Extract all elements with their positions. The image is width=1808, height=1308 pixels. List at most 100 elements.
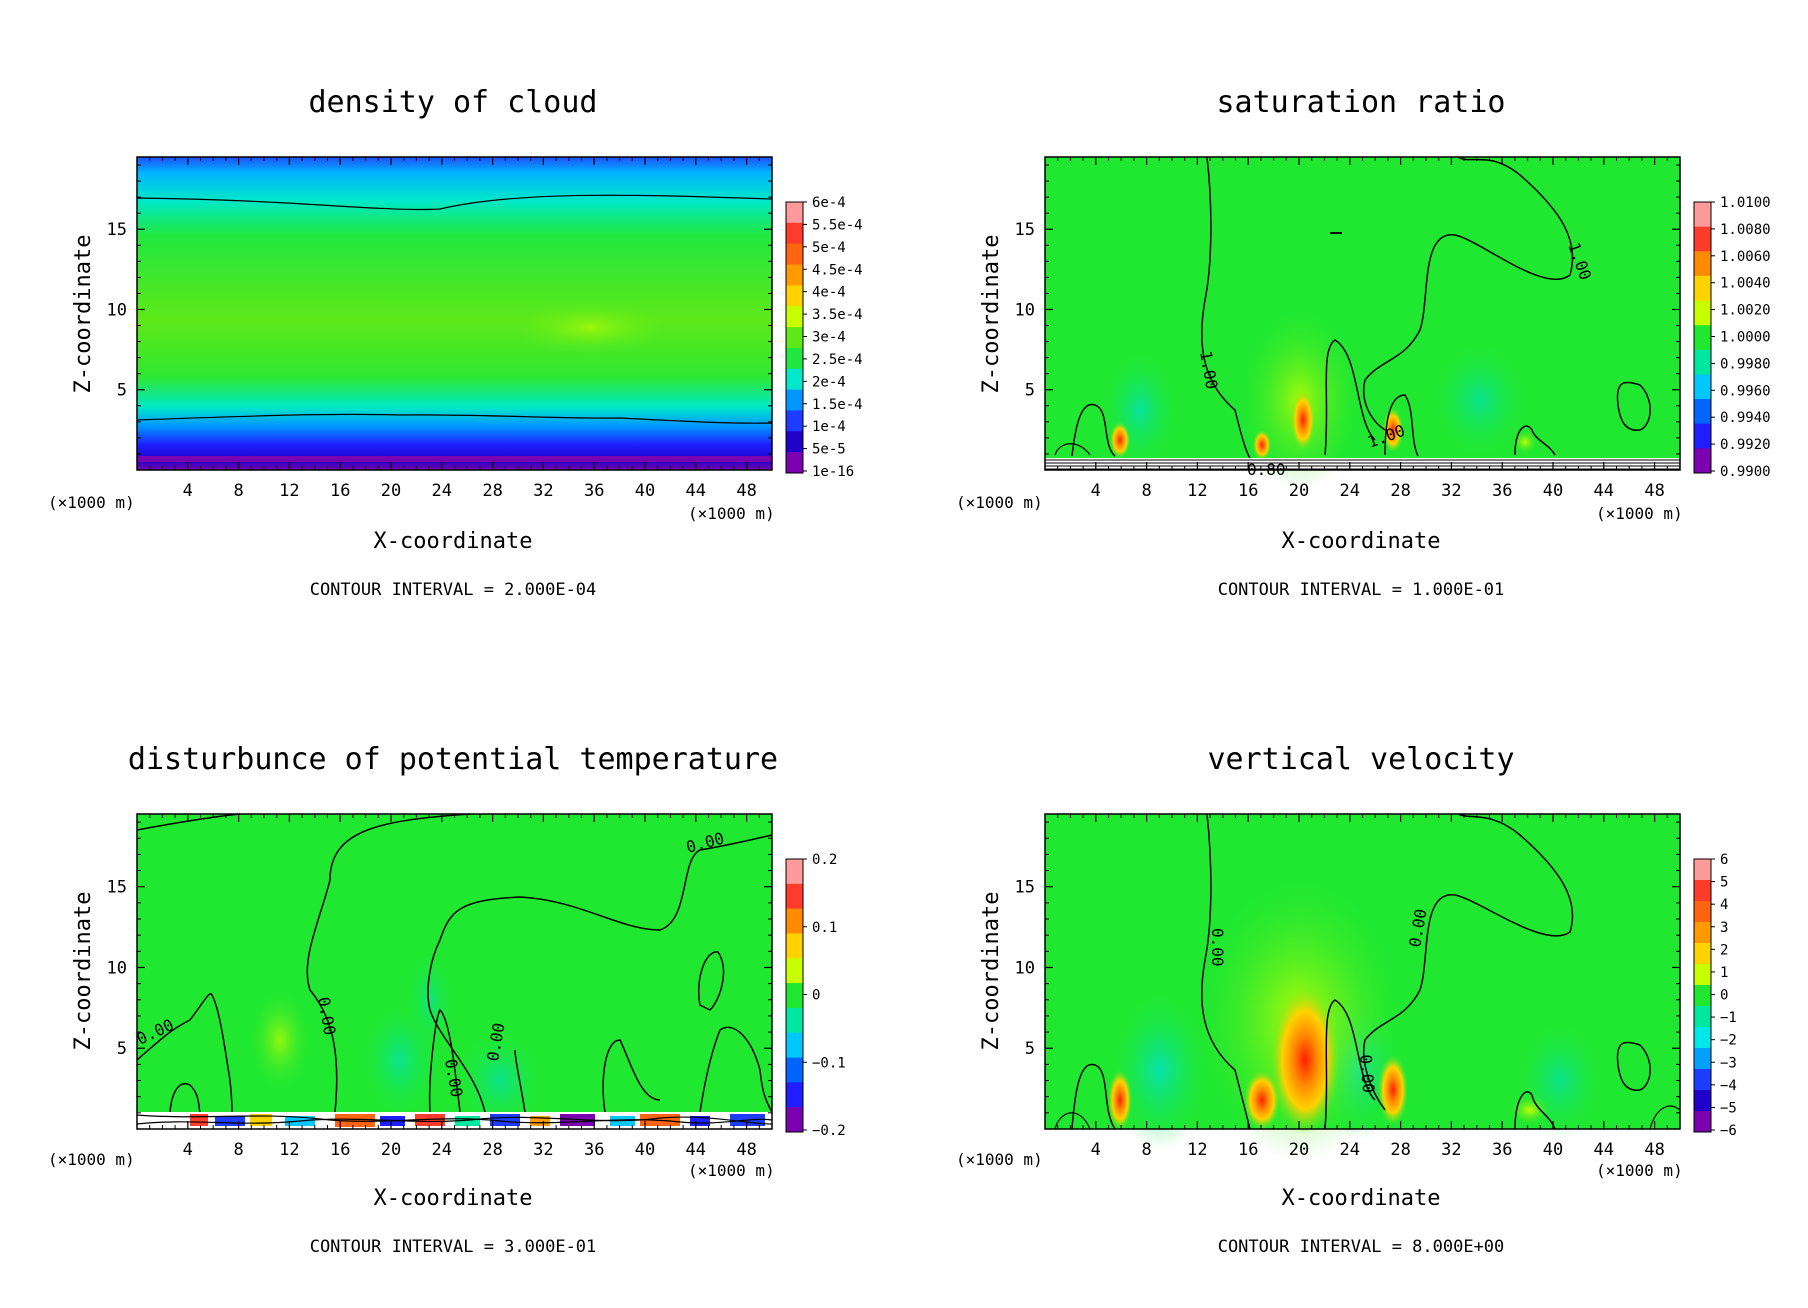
x-tick-label: 48 — [736, 481, 756, 501]
x-axis-label: X-coordinate — [1282, 1186, 1441, 1211]
x-tick-label: 36 — [584, 1140, 604, 1160]
x-axis-label: X-coordinate — [374, 529, 533, 554]
field-feature — [1270, 985, 1340, 1135]
contour-line — [1054, 443, 1091, 456]
y-ticks: 5 10 15 — [107, 821, 772, 1114]
x-tick-label: 32 — [1441, 481, 1461, 501]
colorbar-label: 3e-4 — [812, 330, 846, 346]
colorbar-label: 1.5e-4 — [812, 397, 863, 413]
chart-title: density of cloud — [309, 85, 598, 120]
colorbar-swatch — [1694, 202, 1711, 228]
contour-line — [514, 1049, 526, 1113]
x-unit-left: (×1000 m) — [956, 1150, 1043, 1169]
colorbar-swatch — [1694, 448, 1711, 474]
contour-interval: CONTOUR INTERVAL = 2.000E-04 — [310, 580, 597, 600]
field-feature — [455, 1030, 545, 1130]
colorbar: 0.2 0.1 0 −0.1 −0.2 — [785, 852, 846, 1139]
colorbar-label: 0.9980 — [1720, 356, 1771, 372]
colorbar-label: −4 — [1720, 1078, 1737, 1094]
colorbar-swatch — [786, 306, 803, 328]
contour-line — [1201, 813, 1251, 1130]
colorbar-label: 0.9940 — [1720, 410, 1771, 426]
contour-line — [428, 1008, 461, 1113]
y-tick-label: 15 — [107, 878, 127, 898]
x-tick-label: 24 — [1340, 1140, 1360, 1160]
colorbar-label: 1.0060 — [1720, 249, 1771, 265]
colorbar-label: 4 — [1720, 897, 1728, 913]
contour-line — [1045, 459, 1680, 470]
colorbar-swatch — [786, 389, 803, 411]
x-tick-label: 20 — [1289, 481, 1309, 501]
contour-line — [1384, 394, 1419, 457]
x-tick-label: 40 — [635, 1140, 655, 1160]
contour-line — [136, 413, 773, 424]
colorbar-swatch — [1694, 964, 1711, 986]
colorbar-label: 4e-4 — [812, 285, 846, 301]
colorbar-label: 1.0020 — [1720, 303, 1771, 319]
contour-line — [306, 813, 471, 1113]
colorbar-label: −0.2 — [812, 1123, 846, 1139]
x-tick-label: 44 — [1594, 1140, 1614, 1160]
x-tick-label: 4 — [183, 1140, 193, 1160]
colorbar-swatch — [786, 243, 803, 266]
colorbar-swatch — [786, 983, 803, 1009]
colorbar-swatch — [1694, 943, 1711, 965]
contour-interval: CONTOUR INTERVAL = 3.000E-01 — [310, 1237, 597, 1257]
x-unit-left: (×1000 m) — [48, 1150, 135, 1169]
x-unit-left: (×1000 m) — [48, 493, 135, 512]
colorbar-swatch — [1694, 374, 1711, 400]
field-feature — [1045, 458, 1680, 470]
x-tick-label: 40 — [635, 481, 655, 501]
x-ticks: 4 8 12 16 20 24 28 32 36 40 44 48 — [149, 157, 760, 501]
colorbar-swatch — [786, 1082, 803, 1108]
colorbar-swatch — [786, 222, 803, 245]
field-feature — [1244, 1070, 1280, 1130]
y-tick-label: 5 — [1025, 381, 1035, 401]
colorbar-label: −3 — [1720, 1055, 1737, 1071]
colorbar-frame — [785, 201, 804, 474]
colorbar-label: 2e-4 — [812, 374, 846, 390]
colorbar-label: 1e-4 — [812, 419, 846, 435]
chart-title: saturation ratio — [1217, 85, 1506, 120]
colorbar-label: 6 — [1720, 852, 1728, 868]
colorbar-swatch — [1694, 399, 1711, 425]
contour-line — [1324, 339, 1376, 456]
contour-line — [1324, 999, 1376, 1130]
colorbar-swatch — [1694, 1111, 1711, 1133]
contour-line — [1616, 1041, 1651, 1091]
x-tick-label: 16 — [1238, 481, 1258, 501]
field-feature — [250, 990, 310, 1090]
field-feature — [1378, 1055, 1408, 1125]
x-tick-label: 32 — [533, 1140, 553, 1160]
field-feature — [1253, 430, 1271, 460]
contour-line — [136, 813, 241, 831]
contour-line — [169, 1083, 201, 1113]
colorbar-swatch — [1694, 325, 1711, 351]
chart-title: disturbunce of potential temperature — [128, 742, 778, 777]
contour-interval: CONTOUR INTERVAL = 8.000E+00 — [1218, 1237, 1505, 1257]
x-tick-label: 4 — [183, 481, 193, 501]
panel-density-of-cloud: density of cloud 4 8 12 16 20 24 28 32 36 40 44 48 … — [48, 85, 863, 600]
colorbar-label: 2.5e-4 — [812, 352, 863, 368]
x-tick-label: 40 — [1543, 1140, 1563, 1160]
colorbar-label: 5e-4 — [812, 240, 846, 256]
colorbar-swatch — [786, 202, 803, 224]
colorbar-label: 1.0080 — [1720, 222, 1771, 238]
colorbar-label: −6 — [1720, 1123, 1737, 1139]
colorbar-label: 1.0100 — [1720, 195, 1771, 211]
x-unit-right: (×1000 m) — [1596, 504, 1683, 523]
field-feature — [1110, 422, 1130, 458]
x-tick-label: 44 — [686, 481, 706, 501]
colorbar-label: 1 — [1720, 965, 1728, 981]
colorbar-swatch — [1694, 275, 1711, 302]
colorbar-swatch — [1694, 300, 1711, 326]
x-tick-label: 28 — [1390, 481, 1410, 501]
y-tick-label: 15 — [107, 220, 127, 240]
colorbar-swatch — [1694, 1006, 1711, 1028]
colorbar-label: −5 — [1720, 1100, 1737, 1116]
heatmap-field — [137, 157, 772, 470]
field-feature — [136, 1114, 773, 1127]
contour-line — [699, 1026, 773, 1113]
x-tick-label: 32 — [533, 481, 553, 501]
contour-label: 0.00 — [1356, 1054, 1378, 1094]
